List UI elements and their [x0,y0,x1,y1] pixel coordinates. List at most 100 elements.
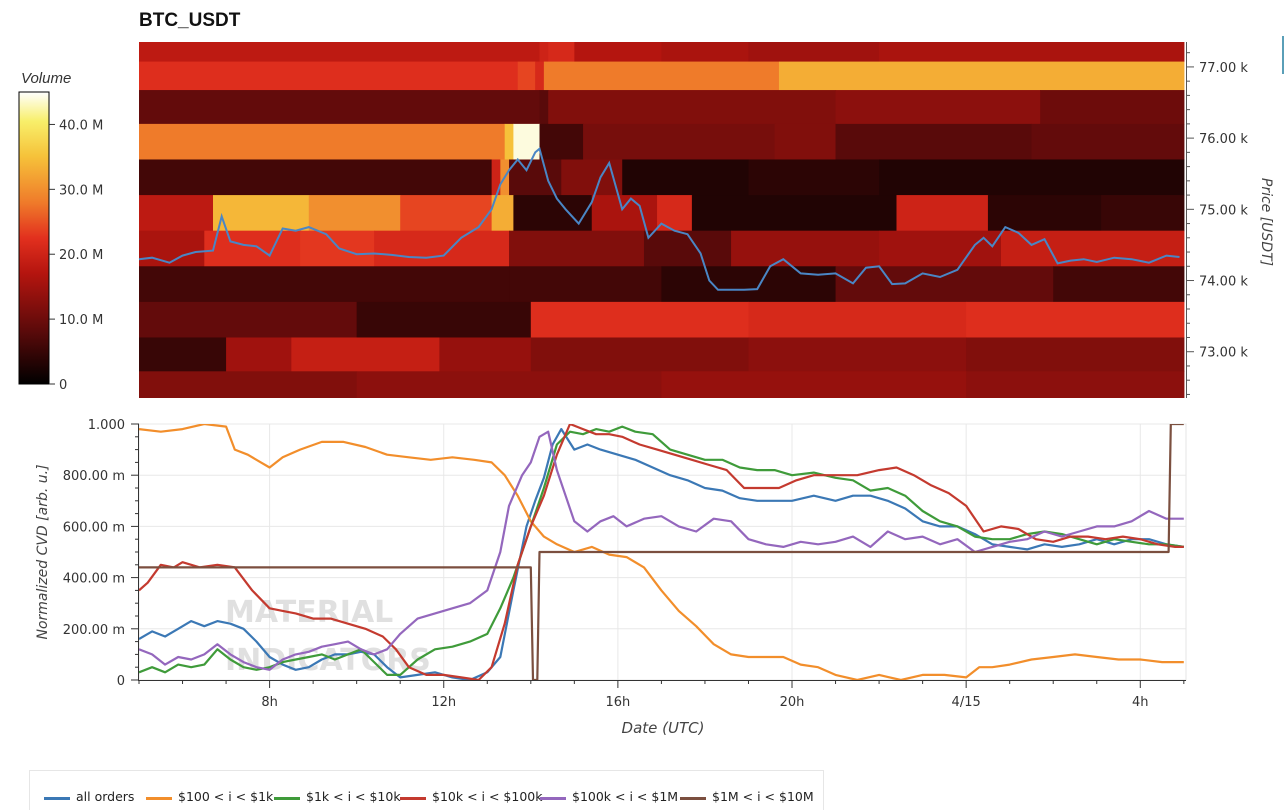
heatmap-cell [778,61,1185,91]
legend-swatch [146,797,172,800]
heatmap-cell [1040,90,1185,125]
heatmap-cell [139,371,358,398]
price-tick-label: 73.00 k [1199,346,1248,361]
watermark-logo: INDICATORS [225,643,431,678]
heatmap-cell [504,123,514,161]
heatmap-cell [657,195,693,232]
heatmap-cell [691,195,898,232]
heatmap-cell [835,266,1054,303]
heatmap-cell [1101,195,1185,232]
x-tick-label: 12h [431,695,456,710]
series-line [139,424,1184,680]
heatmap-cell [139,159,493,196]
heatmap-cell [139,266,510,303]
heatmap-cell [879,159,1185,196]
legend-item[interactable]: $100k < i < $1M [572,789,679,804]
window-edge-marks [1282,36,1286,76]
y-tick-label: 400.00 m [63,572,125,587]
heatmap-cell [356,371,663,398]
heatmap-cell [583,123,776,161]
colorbar [18,91,50,385]
heatmap-cell [356,301,532,339]
price-line [138,147,1180,291]
heatmap-cell [530,301,750,339]
colorbar-tick-label: 10.0 M [59,313,103,328]
heatmap-cell [139,301,358,339]
legend: all orders $100 < i < $1k $1k < i < $10k $1… [29,770,824,810]
price-tick-label: 74.00 k [1199,275,1248,290]
legend-item[interactable]: $1M < i < $10M [712,789,814,804]
cvd-x-axis-label: Date (UTC) [622,719,705,737]
price-tick-label: 76.00 k [1199,132,1248,147]
legend-swatch [44,797,70,800]
heatmap-cell [548,42,575,63]
y-tick-label: 0 [117,674,125,689]
heatmap-cell [643,230,732,267]
heatmap-cell [400,195,493,232]
heatmap-cell [591,195,658,232]
heatmap-cell [291,337,440,372]
colorbar-tick-label: 20.0 M [59,248,103,263]
cvd-series [139,424,1184,680]
heatmap-cell [966,371,1185,398]
y-tick-label: 600.00 m [63,520,125,535]
y-tick-label: 1.000 [88,418,125,433]
heatmap-cell [139,123,506,161]
heatmap-cell [439,337,532,372]
volume-heatmap [139,42,1185,398]
chart-title: BTC_USDT [139,10,241,31]
chart-canvas[interactable]: 40.0 M 30.0 M 20.0 M 10.0 M 0 77.00 k 76.00 k… [0,0,1286,770]
heatmap-cell [748,42,880,63]
price-tick-label: 77.00 k [1199,61,1248,76]
heatmap-cell [966,301,1185,339]
heatmap-cell [139,337,227,372]
heatmap-cell [987,195,1102,232]
heatmap-cell [513,123,541,161]
series-line [139,430,1184,671]
colorbar-tick-label: 40.0 M [59,118,103,133]
cvd-y-axis-label: Normalized CVD [arb. u.] [35,464,51,639]
heatmap-cell [748,337,967,372]
heatmap-cell [543,61,780,91]
legend-swatch [540,797,566,800]
heatmap-cell [300,230,375,267]
heatmap-cell [226,337,292,372]
heatmap-cell [879,42,1185,63]
heatmap-cell [748,159,880,196]
legend-item[interactable]: all orders [76,789,135,804]
series-line [139,424,1184,680]
x-tick-label: 4h [1132,695,1149,710]
legend-item[interactable]: $1k < i < $10k [306,789,401,804]
legend-item[interactable]: $100 < i < $1k [178,789,274,804]
heatmap-cell [517,61,536,91]
colorbar-tick-label: 0 [59,378,67,393]
legend-swatch [680,797,706,800]
heatmap-cell [835,123,1033,161]
heatmap-cell [374,230,510,267]
heatmap-cell [661,371,967,398]
legend-item[interactable]: $10k < i < $100k [432,789,543,804]
heatmap-cell [574,42,663,63]
price-axis: 77.00 k 76.00 k 75.00 k 74.00 k 73.00 k [1186,42,1248,398]
heatmap-cell [539,90,549,125]
heatmap-cell [539,123,584,161]
colorbar-tick-label: 30.0 M [59,183,103,198]
heatmap-cell [748,301,967,339]
y-tick-label: 800.00 m [63,469,125,484]
price-axis-label: Price [USDT] [1258,178,1274,266]
colorbar-ticks: 40.0 M 30.0 M 20.0 M 10.0 M 0 [49,118,103,393]
x-tick-label: 16h [605,695,630,710]
heatmap-cell [661,266,837,303]
heatmap-cell [491,195,514,232]
heatmap-cell [509,230,645,267]
heatmap-cell [204,230,301,267]
series-line [139,424,1184,680]
heatmap-cell [213,195,310,232]
heatmap-cell [139,42,541,63]
heatmap-cell [539,42,549,63]
heatmap-cell [1031,123,1185,161]
series-line [139,428,1184,680]
heatmap-cell [896,195,989,232]
x-tick-label: 20h [780,695,805,710]
heatmap-cell [622,159,750,196]
